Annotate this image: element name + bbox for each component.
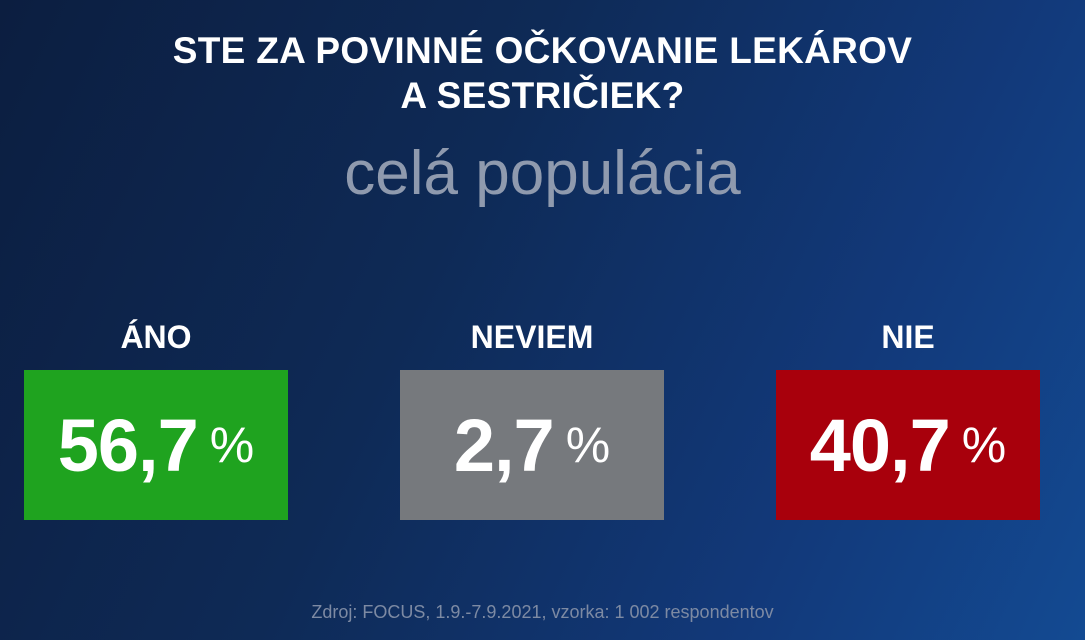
chart-title-line-2: A SESTRIČIEK?	[400, 75, 685, 116]
category-label: ÁNO	[120, 319, 192, 355]
result-card-nie: NIE 40,7%	[776, 318, 1040, 520]
value-box: 56,7%	[24, 370, 288, 520]
chart-title-line-1: STE ZA POVINNÉ OČKOVANIE LEKÁROV	[172, 30, 913, 71]
unit-label: %	[565, 417, 611, 473]
category-label: NEVIEM	[470, 319, 594, 355]
unit-label: %	[961, 417, 1007, 473]
value-label: 2,7	[453, 403, 555, 487]
unit-label: %	[209, 417, 255, 473]
value-label: 56,7	[57, 403, 199, 487]
result-card-neviem: NEVIEM 2,7%	[400, 318, 664, 520]
source-note: Zdroj: FOCUS, 1.9.-7.9.2021, vzorka: 1 0…	[311, 602, 774, 622]
result-card-ano: ÁNO 56,7%	[24, 318, 288, 520]
category-label: NIE	[881, 319, 935, 355]
value-box: 40,7%	[776, 370, 1040, 520]
chart-subtitle: celá populácia	[344, 139, 741, 208]
value-box: 2,7%	[400, 370, 664, 520]
value-label: 40,7	[809, 403, 951, 487]
chart-title: STE ZA POVINNÉ OČKOVANIE LEKÁROV A SESTR…	[0, 28, 1085, 118]
